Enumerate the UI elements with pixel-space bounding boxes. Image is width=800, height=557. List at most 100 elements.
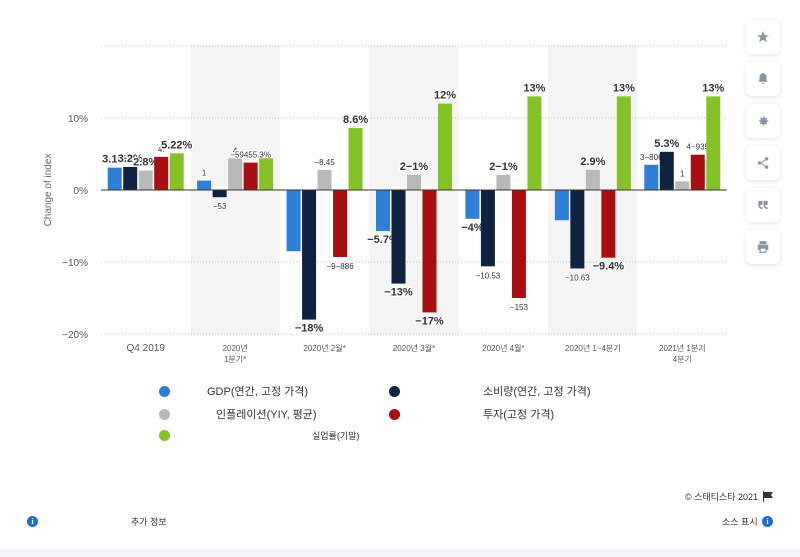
data-label: 8.6%: [343, 114, 368, 126]
quote-icon: [758, 200, 768, 210]
favorite-button[interactable]: [746, 20, 780, 54]
bar: [706, 96, 721, 190]
x-tick-label: 4분기: [673, 355, 692, 364]
data-label: −10.53: [476, 271, 501, 280]
source-info-icon[interactable]: i: [762, 516, 773, 527]
bar: [527, 96, 542, 190]
bar: [601, 190, 616, 258]
data-label: −18%: [295, 323, 324, 335]
share-icon: [757, 157, 769, 169]
data-label: 3.2%: [118, 153, 143, 165]
data-label: 4: [233, 146, 238, 155]
legend-marker: [159, 430, 170, 441]
print-button[interactable]: [746, 230, 780, 264]
legend-marker: [389, 408, 400, 420]
data-label: 2.8%: [133, 157, 158, 169]
legend-item-gdp[interactable]: GDP(연간, 고정 가격): [159, 383, 308, 399]
x-tick-label: 2021년 1분기: [659, 343, 706, 353]
sidebar: [746, 20, 780, 272]
legend-item-inflation[interactable]: 인플레이션(YIY, 평균): [159, 406, 317, 422]
legend-marker: [159, 385, 170, 397]
settings-button[interactable]: [746, 104, 780, 138]
data-label: −10.63: [565, 273, 590, 282]
bar: [570, 190, 585, 269]
cite-button[interactable]: [746, 188, 780, 222]
bar: [286, 190, 301, 252]
print-icon: [757, 241, 769, 253]
data-label: 13%: [702, 82, 724, 94]
data-label: 3−806: [640, 153, 663, 162]
data-label: 2.9%: [580, 156, 605, 168]
data-label: 4.: [158, 145, 165, 154]
bar: [302, 190, 317, 320]
legend-item-investment[interactable]: 투자(고정 가격): [389, 406, 554, 422]
legend-label: 실업률(기말): [312, 431, 360, 441]
data-label: −153: [510, 303, 529, 312]
data-label: 5.3%: [654, 138, 679, 150]
notification-button[interactable]: [746, 62, 780, 96]
data-label: 1: [202, 169, 207, 178]
bar: [511, 190, 526, 298]
y-axis-label: Change of index: [43, 154, 54, 227]
source-link[interactable]: 소스 표시: [722, 517, 758, 527]
bar: [259, 158, 274, 190]
x-tick-label: Q4 2019: [127, 343, 166, 354]
data-label: −53: [213, 202, 227, 211]
data-label: 13%: [523, 82, 545, 94]
x-tick-label: 2020년 2월*: [303, 343, 345, 353]
data-label: −17%: [415, 315, 444, 327]
bar: [407, 174, 421, 190]
data-label: 2−1%: [489, 161, 518, 173]
bar: [690, 154, 705, 190]
y-tick-label: −20%: [62, 330, 88, 341]
star-icon: [757, 31, 769, 43]
bar: [616, 96, 631, 190]
bar: [107, 167, 122, 190]
bar: [169, 153, 184, 190]
info-icon[interactable]: i: [27, 516, 38, 527]
data-label: −9−886: [327, 262, 355, 271]
bar: [422, 190, 437, 313]
bar: [123, 166, 138, 190]
legend-label: 소비량(연간, 고정 가격): [483, 386, 591, 398]
bar: [228, 158, 243, 190]
flag-icon: [763, 491, 773, 502]
legend-label: GDP(연간, 고정 가격): [207, 386, 309, 398]
chart: −20% −10% 0% 10% Change of index 3.1%3.2%2.8%…: [43, 45, 727, 364]
copyright[interactable]: © 스태티스타 2021: [685, 490, 774, 503]
x-tick-label: 2020년 1~4분기: [565, 343, 621, 353]
copyright-text: © 스태티스타 2021: [684, 492, 758, 502]
legend-marker: [389, 385, 400, 397]
bar: [212, 190, 227, 198]
x-tick-label: 2020년 4월*: [482, 343, 524, 353]
bar: [348, 128, 363, 190]
bar: [243, 162, 258, 190]
legend-item-consumption[interactable]: 소비량(연간, 고정 가격): [389, 383, 591, 399]
share-button[interactable]: [746, 146, 780, 180]
data-label: −59455.3%: [230, 151, 271, 160]
data-label: 12%: [434, 90, 456, 102]
data-label: 3.1%: [102, 154, 127, 166]
more-info-link[interactable]: 추가 정보: [131, 517, 167, 527]
data-label: −8.45: [314, 158, 335, 167]
legend-label: 인플레이션(YIY, 평균): [216, 409, 317, 421]
data-label: −13%: [384, 287, 413, 299]
legend-marker: [159, 408, 170, 420]
bar: [480, 190, 495, 267]
x-tick-label: 2020년: [223, 343, 248, 353]
data-label: 2−1%: [400, 161, 429, 173]
x-tick-label: 2020년 3월*: [393, 343, 435, 353]
y-tick-label: 10%: [68, 114, 88, 125]
data-label: −9.4%: [593, 261, 625, 273]
bell-icon: [758, 73, 768, 85]
data-label: 1: [680, 169, 685, 178]
bar: [438, 103, 452, 190]
bar: [376, 190, 390, 232]
bar: [333, 190, 348, 257]
bar: [154, 156, 169, 190]
legend-label: 투자(고정 가격): [483, 409, 555, 421]
legend-item-unemployment[interactable]: 실업률(기말): [159, 429, 359, 442]
bar: [659, 151, 674, 190]
data-label: 13%: [613, 82, 635, 94]
